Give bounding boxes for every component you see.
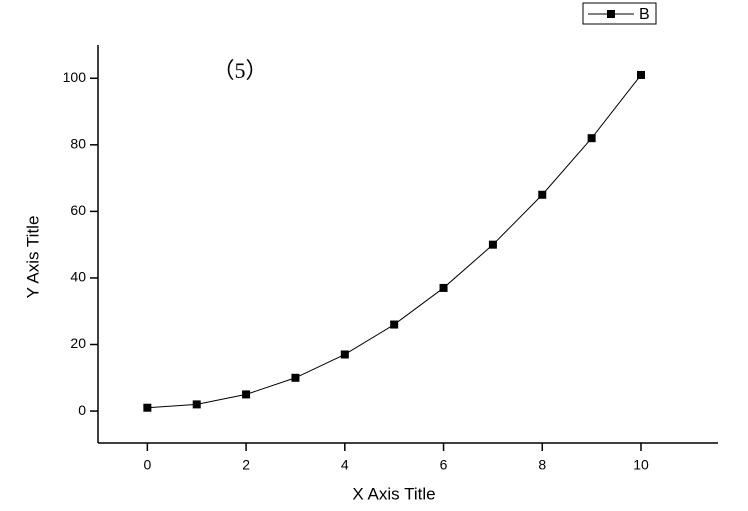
y-tick-label: 80 <box>70 136 86 152</box>
data-point <box>291 373 300 382</box>
data-point <box>242 390 251 399</box>
x-tick-label: 0 <box>143 457 151 473</box>
x-tick-label: 6 <box>440 457 448 473</box>
x-axis-title: X Axis Title <box>352 484 435 503</box>
data-point <box>192 400 201 409</box>
y-axis-title: Y Axis Title <box>23 216 42 299</box>
x-tick-label: 2 <box>242 457 250 473</box>
data-point <box>390 320 399 329</box>
y-tick-label: 20 <box>70 335 86 351</box>
legend-label: B <box>639 6 650 23</box>
y-tick-label: 40 <box>70 269 86 285</box>
annotation: （5） <box>212 58 267 83</box>
data-point <box>636 70 645 79</box>
data-point <box>143 403 152 412</box>
data-point <box>488 240 497 249</box>
data-point <box>439 283 448 292</box>
data-point <box>587 134 596 143</box>
y-tick-label: 100 <box>63 69 87 85</box>
x-tick-label: 8 <box>538 457 546 473</box>
legend-marker <box>607 10 615 18</box>
data-point <box>538 190 547 199</box>
x-tick-label: 10 <box>633 457 649 473</box>
x-tick-label: 4 <box>341 457 349 473</box>
data-point <box>340 350 349 359</box>
series-line <box>147 74 642 409</box>
y-tick-label: 60 <box>70 202 86 218</box>
y-tick-label: 0 <box>78 402 86 418</box>
